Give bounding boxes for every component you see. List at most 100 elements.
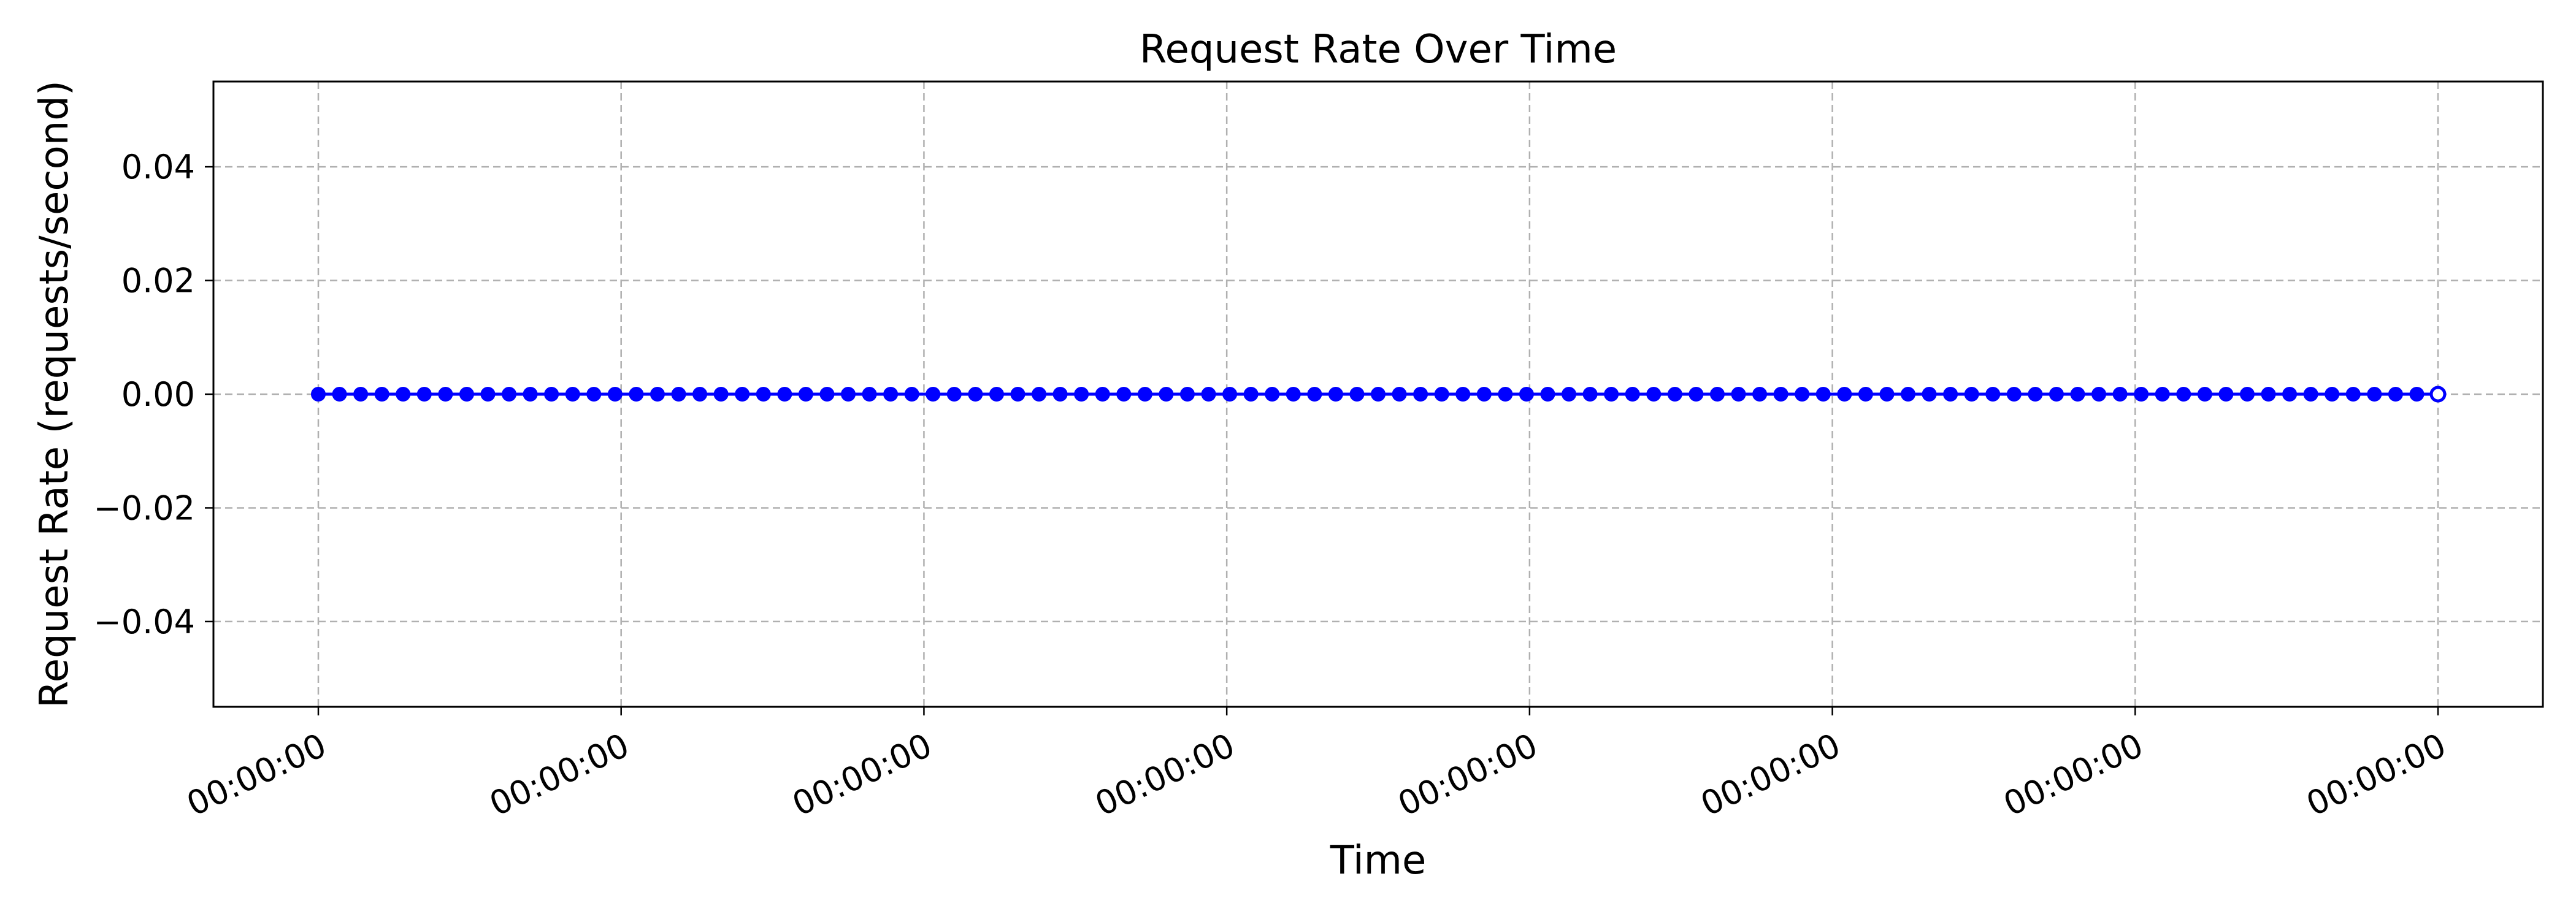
data-point — [1032, 387, 1047, 402]
data-point — [480, 387, 496, 402]
data-point — [2388, 387, 2403, 402]
data-point — [332, 387, 347, 402]
data-point — [1116, 387, 1132, 402]
data-point — [2028, 387, 2043, 402]
data-point — [1582, 387, 1598, 402]
data-point — [607, 387, 623, 402]
data-point — [1095, 387, 1110, 402]
data-point — [1731, 387, 1746, 402]
data-point — [1137, 387, 1152, 402]
data-point — [2218, 387, 2234, 402]
data-point — [2409, 387, 2425, 402]
y-tick-label: −0.04 — [94, 603, 195, 641]
data-point — [1858, 387, 1873, 402]
data-point — [904, 387, 919, 402]
data-point — [1201, 387, 1216, 402]
y-tick-label: 0.00 — [121, 375, 195, 414]
data-point — [438, 387, 453, 402]
data-point — [1540, 387, 1555, 402]
data-point — [1689, 387, 1704, 402]
y-tick-label: 0.02 — [121, 262, 195, 300]
data-point — [1307, 387, 1322, 402]
data-point — [1837, 387, 1852, 402]
data-point — [777, 387, 792, 402]
data-point — [2261, 387, 2276, 402]
data-point — [459, 387, 474, 402]
data-point — [735, 387, 750, 402]
data-point — [2006, 387, 2022, 402]
data-point — [1879, 387, 1895, 402]
data-point — [1922, 387, 1937, 402]
data-point — [523, 387, 538, 402]
data-point — [862, 387, 877, 402]
data-point — [1413, 387, 1428, 402]
data-point — [1328, 387, 1343, 402]
data-point — [926, 387, 941, 402]
y-tick-label: −0.02 — [94, 489, 195, 527]
data-point — [1519, 387, 1534, 402]
data-point — [1498, 387, 1513, 402]
data-point — [2049, 387, 2064, 402]
y-tick-label: 0.04 — [121, 148, 195, 186]
data-point — [692, 387, 708, 402]
data-point — [1074, 387, 1089, 402]
data-point — [1604, 387, 1619, 402]
data-point — [2303, 387, 2318, 402]
data-point — [1625, 387, 1640, 402]
data-point — [1052, 387, 1068, 402]
data-point — [1795, 387, 1810, 402]
chart-title: Request Rate Over Time — [1140, 27, 1617, 72]
data-point — [374, 387, 389, 402]
data-point — [989, 387, 1004, 402]
data-point — [819, 387, 835, 402]
data-point — [353, 387, 369, 402]
data-point — [586, 387, 602, 402]
data-point — [565, 387, 580, 402]
data-point — [1243, 387, 1259, 402]
data-point — [713, 387, 729, 402]
data-point — [1709, 387, 1725, 402]
data-point — [1901, 387, 1915, 402]
data-point — [1455, 387, 1471, 402]
y-axis-label: Request Rate (requests/second) — [32, 80, 77, 708]
data-point — [2325, 387, 2340, 402]
data-point — [2197, 387, 2212, 402]
data-point — [2239, 387, 2255, 402]
series-layer — [311, 386, 2447, 403]
data-point — [798, 387, 813, 402]
y-tick-layer: 0.04 0.02 0.00 −0.02 −0.04 — [94, 148, 213, 641]
data-point — [1222, 387, 1238, 402]
data-point — [2091, 387, 2107, 402]
data-point — [1752, 387, 1768, 402]
data-point — [1562, 387, 1577, 402]
data-point — [1392, 387, 1407, 402]
data-point — [968, 387, 983, 402]
data-point — [502, 387, 517, 402]
data-point — [671, 387, 686, 402]
data-point — [629, 387, 644, 402]
data-point — [544, 387, 559, 402]
data-point — [883, 387, 899, 402]
data-point — [2176, 387, 2191, 402]
data-point — [1286, 387, 1301, 402]
data-point — [841, 387, 856, 402]
data-point — [1815, 387, 1831, 402]
data-point — [2282, 387, 2298, 402]
data-point — [1943, 387, 1958, 402]
data-point — [946, 387, 962, 402]
data-point — [1159, 387, 1174, 402]
data-point — [1265, 387, 1280, 402]
data-point — [2367, 387, 2382, 402]
data-point — [650, 387, 665, 402]
data-point — [1349, 387, 1365, 402]
data-point — [2134, 387, 2149, 402]
data-point — [2112, 387, 2128, 402]
data-point — [1371, 387, 1386, 402]
data-point — [1179, 387, 1195, 402]
data-point — [2345, 387, 2361, 402]
data-point — [1985, 387, 2001, 402]
data-point — [1646, 387, 1662, 402]
